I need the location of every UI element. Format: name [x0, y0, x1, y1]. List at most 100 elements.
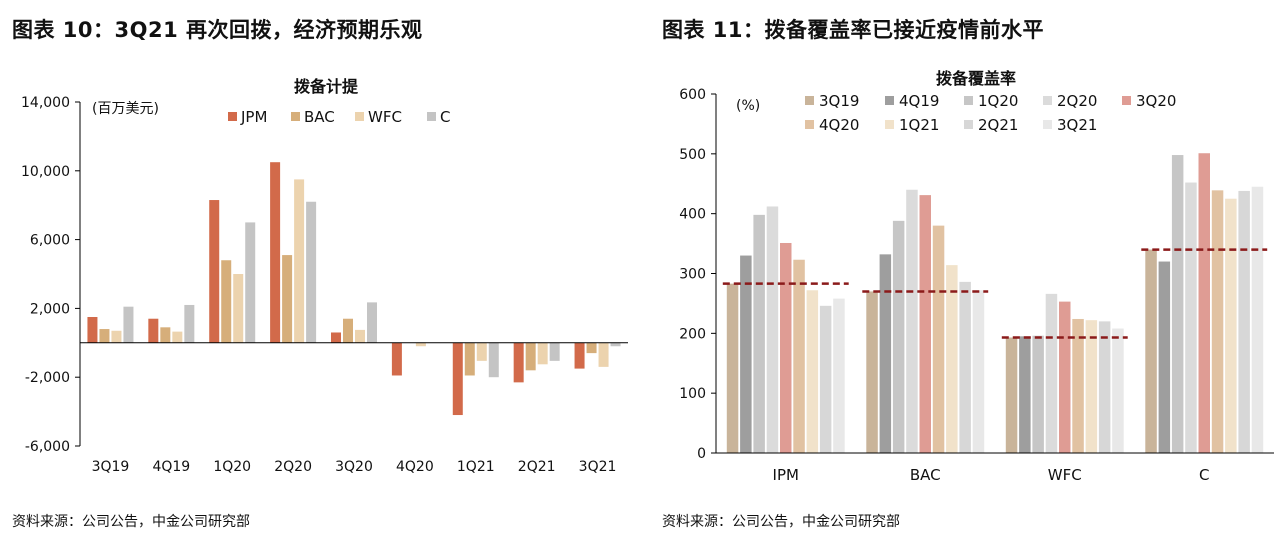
x-tick-label: 3Q19 — [92, 459, 130, 475]
bar-c-1q21 — [1225, 198, 1237, 453]
bar-c-3q20 — [367, 302, 377, 343]
legend-label: 1Q21 — [899, 116, 939, 134]
bar-bac-3q20 — [343, 318, 353, 343]
legend-swatch-bac — [291, 112, 300, 121]
bar-jpm-3q21 — [833, 298, 845, 453]
bar-wfc-3q21 — [1112, 328, 1124, 453]
bar-wfc-4q20 — [415, 342, 426, 347]
bar-wfc-2q20 — [1045, 293, 1058, 453]
chart-title: 拨备覆盖率 — [936, 69, 1016, 88]
bar-wfc-4q20 — [1072, 318, 1084, 453]
bar-c-1q20 — [1171, 155, 1184, 453]
y-tick-label: 2,000 — [30, 301, 70, 317]
unit-label: (百万美元) — [92, 101, 159, 117]
legend-swatch-3q19 — [805, 96, 814, 105]
x-tick-label: 2Q20 — [274, 459, 312, 475]
bar-bac-1q21 — [464, 342, 475, 376]
legend-label: 3Q19 — [819, 92, 859, 110]
bar-jpm-4q20 — [391, 342, 402, 376]
bar-wfc-1q21 — [476, 342, 487, 361]
bar-c-3q21 — [1251, 186, 1264, 453]
bar-c-3q19 — [1145, 249, 1157, 453]
bar-wfc-1q21 — [1085, 320, 1098, 453]
y-tick-label: 0 — [697, 446, 706, 462]
bar-bac-1q20 — [892, 220, 905, 453]
legend-swatch-3q21 — [1043, 120, 1052, 129]
x-tick-label: 2Q21 — [518, 459, 556, 475]
x-tick-label: 1Q20 — [213, 459, 251, 475]
bar-c-3q19 — [123, 306, 134, 343]
y-tick-label: 6,000 — [30, 233, 70, 249]
bar-bac-3q19 — [99, 329, 110, 343]
y-tick-label: 100 — [679, 386, 706, 402]
legend-swatch-2q20 — [1043, 96, 1052, 105]
legend-swatch-4q19 — [885, 96, 894, 105]
y-tick-label: 14,000 — [21, 95, 70, 111]
bar-wfc-3q21 — [598, 342, 609, 367]
bar-wfc-3q20 — [1059, 301, 1071, 453]
legend-label: WFC — [368, 108, 402, 126]
bar-jpm-1q21 — [452, 342, 463, 416]
bar-c-4q19 — [184, 304, 195, 343]
legend-swatch-c — [427, 112, 436, 121]
bar-bac-3q20 — [919, 195, 931, 453]
legend-label: 2Q21 — [978, 116, 1018, 134]
bar-wfc-4q19 — [1019, 336, 1031, 453]
y-tick-label: 500 — [679, 147, 706, 163]
bar-bac-2q21 — [959, 281, 971, 453]
legend-swatch-wfc — [355, 112, 364, 121]
legend-label: 1Q20 — [978, 92, 1018, 110]
bar-bac-4q19 — [160, 327, 171, 343]
legend-swatch-1q21 — [885, 120, 894, 129]
bar-jpm-3q20 — [331, 332, 341, 343]
bar-wfc-4q19 — [172, 331, 183, 343]
bar-c-3q21 — [610, 342, 621, 347]
figure-title: 图表 10：3Q21 再次回拨，经济预期乐观 — [12, 18, 423, 42]
legend-label: 4Q19 — [899, 92, 939, 110]
bar-bac-2q20 — [906, 189, 918, 453]
bar-c-2q21 — [549, 342, 560, 361]
legend-swatch-4q20 — [805, 120, 814, 129]
bar-wfc-3q20 — [355, 329, 365, 343]
x-tick-label: 4Q20 — [396, 459, 434, 475]
legend-swatch-1q20 — [964, 96, 973, 105]
coverage-ratio-bar-chart: 拨备覆盖率 (%) 0 100 200 300 400 500 600 JPM BAC WFC C 3Q1… — [679, 69, 1274, 480]
bar-c-2q20 — [1185, 182, 1197, 453]
bar-jpm-3q20 — [780, 242, 792, 453]
bar-jpm-2q20 — [766, 206, 779, 453]
bar-c-1q21 — [488, 342, 499, 378]
x-tick-label: BAC — [910, 466, 941, 480]
bar-bac-1q21 — [946, 265, 958, 453]
bar-jpm-1q20 — [753, 214, 765, 453]
x-tick-label: WFC — [1048, 466, 1082, 480]
bar-c-3q20 — [1198, 153, 1210, 454]
source-note: 资料来源：公司公告，中金公司研究部 — [662, 514, 900, 530]
bar-bac-4q20 — [932, 225, 945, 453]
bar-wfc-2q21 — [1098, 321, 1111, 453]
legend-label: JPM — [240, 108, 267, 126]
x-tick-label: 3Q21 — [579, 459, 617, 475]
bar-bac-3q21 — [972, 290, 985, 453]
legend-label: 3Q20 — [1136, 92, 1176, 110]
bar-jpm-4q19 — [148, 318, 159, 343]
bar-jpm-3q19 — [726, 283, 739, 453]
chart-panel-provisions: 图表 10：3Q21 再次回拨，经济预期乐观 拨备计提 (百万美元) -6,000 -… — [12, 18, 628, 530]
unit-label: (%) — [736, 98, 760, 114]
bar-jpm-1q21 — [806, 290, 819, 453]
x-tick-label: 3Q20 — [335, 459, 373, 475]
bar-c-4q19 — [1158, 261, 1171, 453]
bar-jpm-3q19 — [87, 317, 98, 343]
bar-jpm-1q20 — [209, 200, 220, 343]
y-tick-label: 10,000 — [21, 164, 70, 180]
bar-bac-3q19 — [866, 291, 878, 453]
y-tick-label: 400 — [679, 207, 706, 223]
legend-swatch-2q21 — [964, 120, 973, 129]
bar-c-4q20 — [1211, 190, 1224, 453]
x-tick-label: 1Q21 — [457, 459, 495, 475]
bar-wfc-3q19 — [1005, 337, 1018, 453]
bar-jpm-2q20 — [270, 162, 281, 343]
x-tick-label: 4Q19 — [152, 459, 190, 475]
legend-swatch-jpm — [228, 112, 237, 121]
y-tick-label: 600 — [679, 87, 706, 103]
legend-swatch-3q20 — [1122, 96, 1131, 105]
